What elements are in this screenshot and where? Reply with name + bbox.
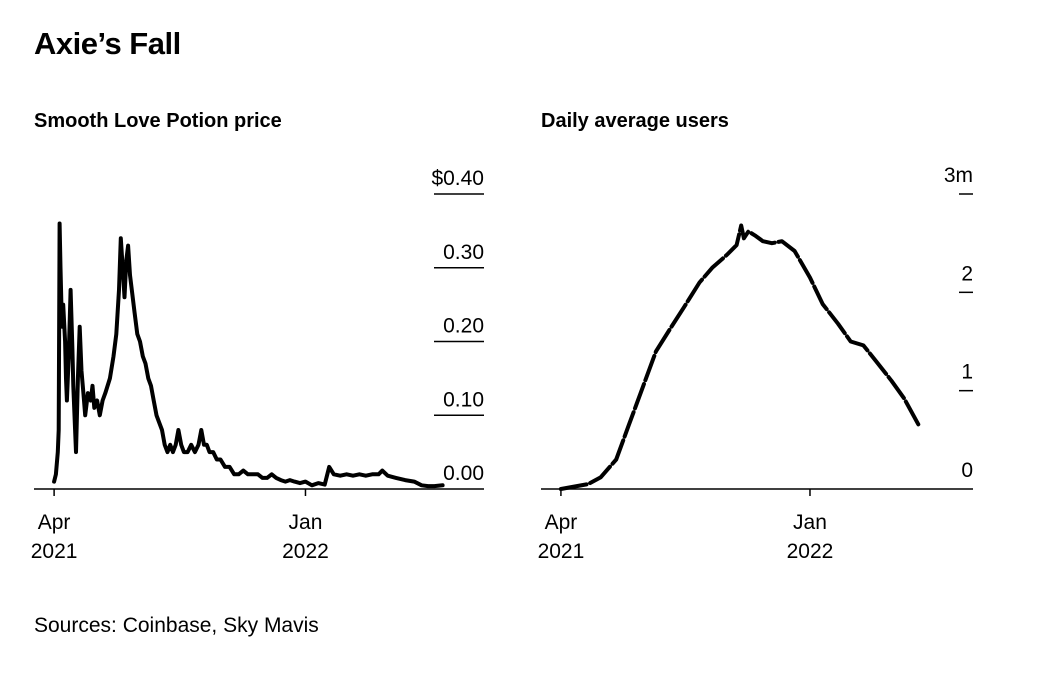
users-x-tick-label: Jan xyxy=(793,511,827,534)
price-panel: Smooth Love Potion price 0.00 0.10 0.20 0.3… xyxy=(31,110,484,563)
price-x-tick-year-label: 2021 xyxy=(31,540,78,563)
price-x-tick-year-label: 2022 xyxy=(282,540,329,563)
chart-title: Axie’s Fall xyxy=(34,26,181,61)
users-x-ticks: Apr 2021 Jan 2022 xyxy=(538,489,834,563)
price-y-tick-label: 0.30 xyxy=(443,241,484,264)
users-y-tick-label: 2 xyxy=(961,262,973,285)
users-y-tick-label: 1 xyxy=(961,361,973,384)
price-y-tick-label: 0.00 xyxy=(443,462,484,485)
users-panel-title: Daily average users xyxy=(541,110,729,132)
users-x-tick-label: Apr xyxy=(545,511,578,534)
price-gridlines xyxy=(434,193,484,416)
users-y-tick-label: 3m xyxy=(944,164,973,187)
price-panel-title: Smooth Love Potion price xyxy=(34,110,282,132)
price-series-line xyxy=(52,221,445,489)
users-x-tick-year-label: 2021 xyxy=(538,540,585,563)
price-y-tick-label: 0.10 xyxy=(443,388,484,411)
price-y-tick-labels: 0.00 0.10 0.20 0.30 $0.40 xyxy=(431,167,484,485)
users-x-tick-year-label: 2022 xyxy=(787,540,834,563)
users-panel: Daily average users 0 1 2 3m Apr 2021 Jan 2022 xyxy=(538,110,973,563)
price-y-tick-label: 0.20 xyxy=(443,315,484,338)
price-x-tick-label: Jan xyxy=(289,511,323,534)
users-series-line xyxy=(558,223,921,491)
price-x-tick-label: Apr xyxy=(38,511,71,534)
users-y-ticks: 0 1 2 3m xyxy=(944,164,973,482)
sources-note: Sources: Coinbase, Sky Mavis xyxy=(34,614,319,637)
price-x-ticks: Apr 2021 Jan 2022 xyxy=(31,489,329,563)
users-y-tick-label: 0 xyxy=(961,459,973,482)
price-y-tick-label: $0.40 xyxy=(431,167,484,190)
